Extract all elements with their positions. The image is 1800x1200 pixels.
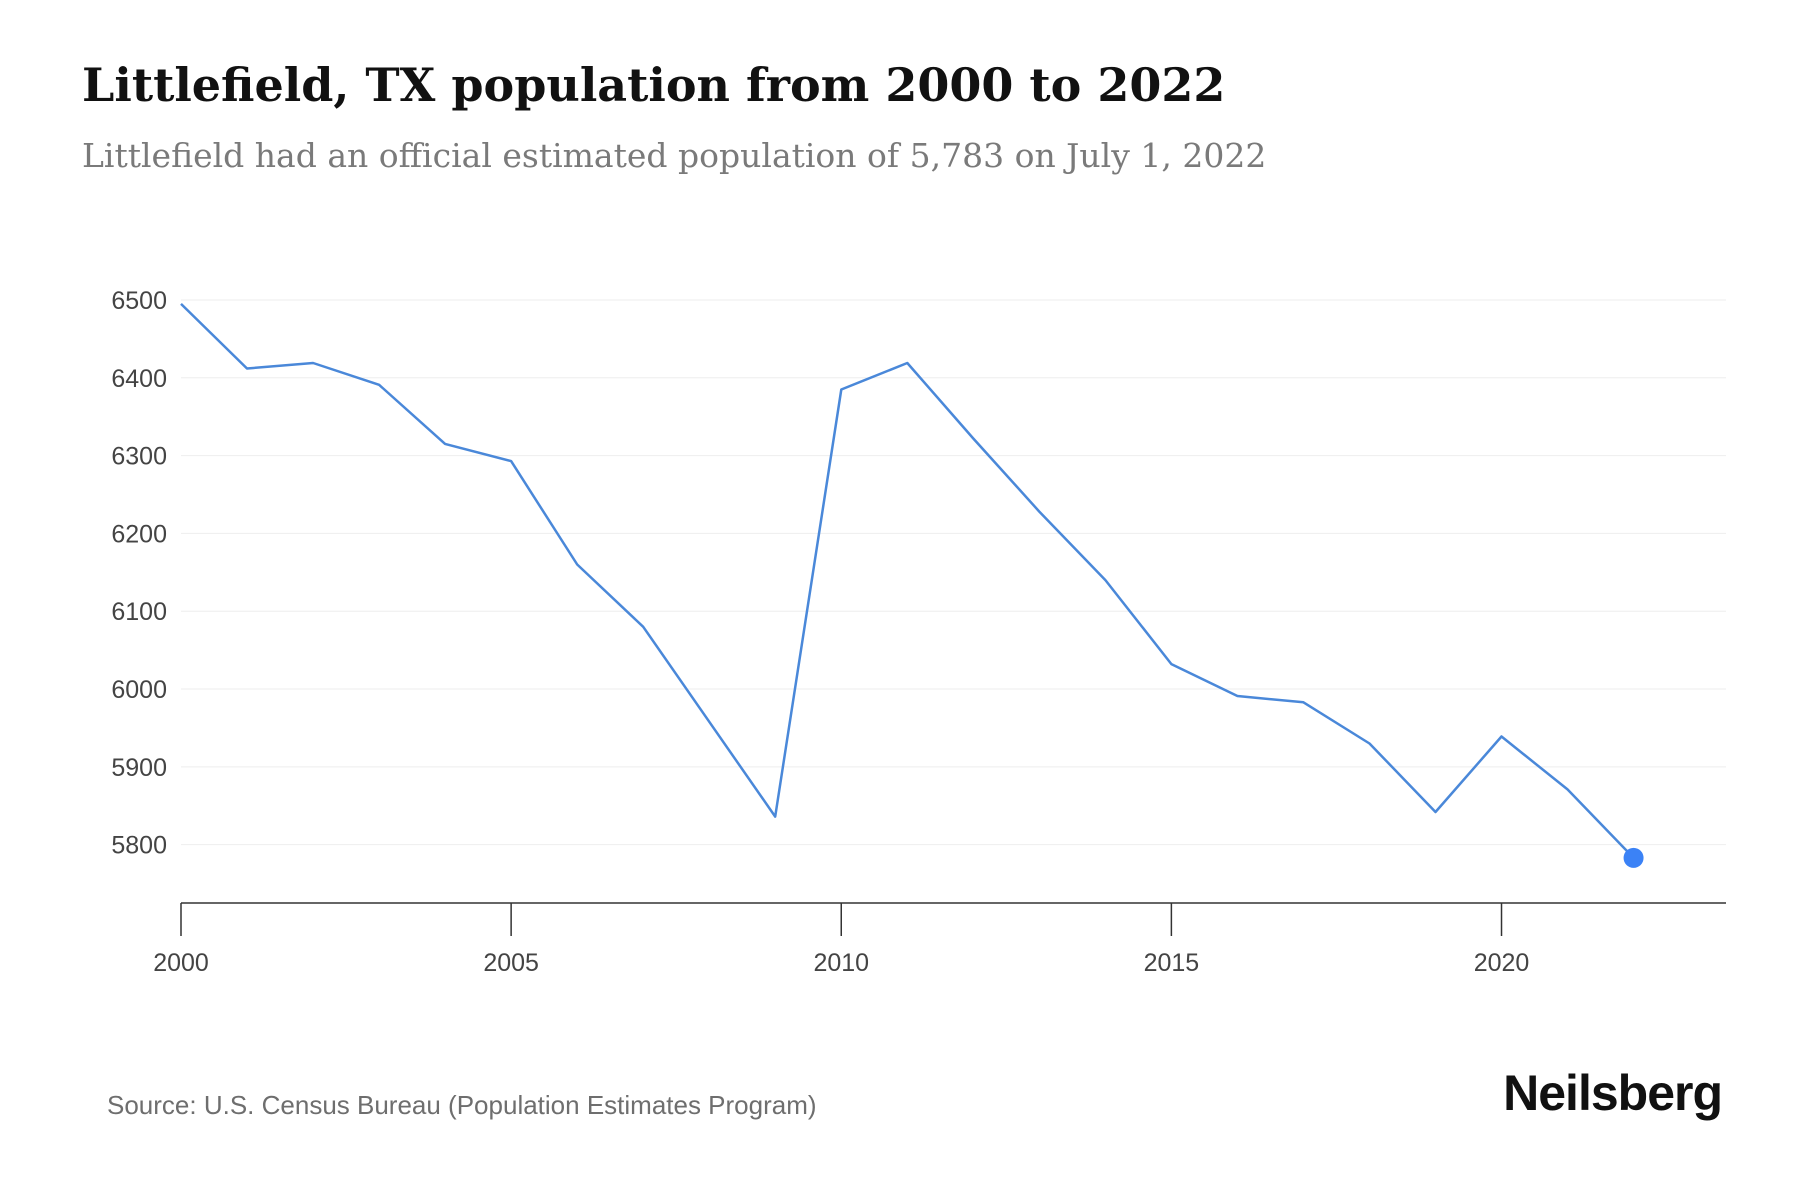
x-tick-label: 2000: [153, 949, 209, 977]
data-point: [508, 458, 514, 464]
population-series-line: [180, 303, 1635, 859]
data-point: [640, 624, 646, 630]
y-tick-label: 6100: [111, 598, 167, 626]
data-point: [1168, 661, 1174, 667]
chart-title: Littlefield, TX population from 2000 to …: [82, 58, 1226, 112]
data-point: [772, 814, 778, 820]
y-tick-label: 6200: [111, 520, 167, 548]
data-point: [1565, 786, 1571, 792]
data-point: [706, 719, 712, 725]
data-point: [376, 382, 382, 388]
data-point: [574, 562, 580, 568]
data-point: [1366, 740, 1372, 746]
y-axis-ticks: 5800 5900 6000 6100 6200 6300 6400 6500: [111, 287, 167, 860]
data-point: [970, 435, 976, 441]
x-axis-ticks: 2000 2005 2010 2015 2020: [153, 903, 1529, 977]
y-tick-label: 6000: [111, 676, 167, 704]
data-point: [1499, 733, 1505, 739]
brand-logo: Neilsberg: [1503, 1065, 1723, 1121]
data-point: [1234, 693, 1240, 699]
data-point: [1432, 809, 1438, 815]
data-point: [1300, 699, 1306, 705]
data-point: [442, 441, 448, 447]
y-tick-label: 6400: [111, 365, 167, 393]
source-note: Source: U.S. Census Bureau (Population E…: [107, 1090, 817, 1120]
data-point: [244, 365, 250, 371]
data-point: [310, 360, 316, 366]
last-data-point-marker: [1623, 847, 1644, 868]
x-tick-label: 2020: [1474, 949, 1530, 977]
grid-lines: [181, 299, 1726, 846]
x-tick-label: 2015: [1144, 949, 1200, 977]
data-point: [1036, 509, 1042, 515]
chart-subtitle: Littlefield had an official estimated po…: [82, 136, 1267, 175]
data-point: [838, 386, 844, 392]
y-tick-label: 5800: [111, 832, 167, 860]
data-point: [1102, 577, 1108, 583]
series-group: [178, 301, 1644, 868]
x-tick-label: 2010: [813, 949, 869, 977]
x-tick-label: 2005: [483, 949, 539, 977]
y-tick-label: 5900: [111, 754, 167, 782]
y-tick-label: 6500: [111, 287, 167, 315]
data-point: [904, 360, 910, 366]
y-tick-label: 6300: [111, 443, 167, 471]
data-point: [178, 301, 184, 307]
